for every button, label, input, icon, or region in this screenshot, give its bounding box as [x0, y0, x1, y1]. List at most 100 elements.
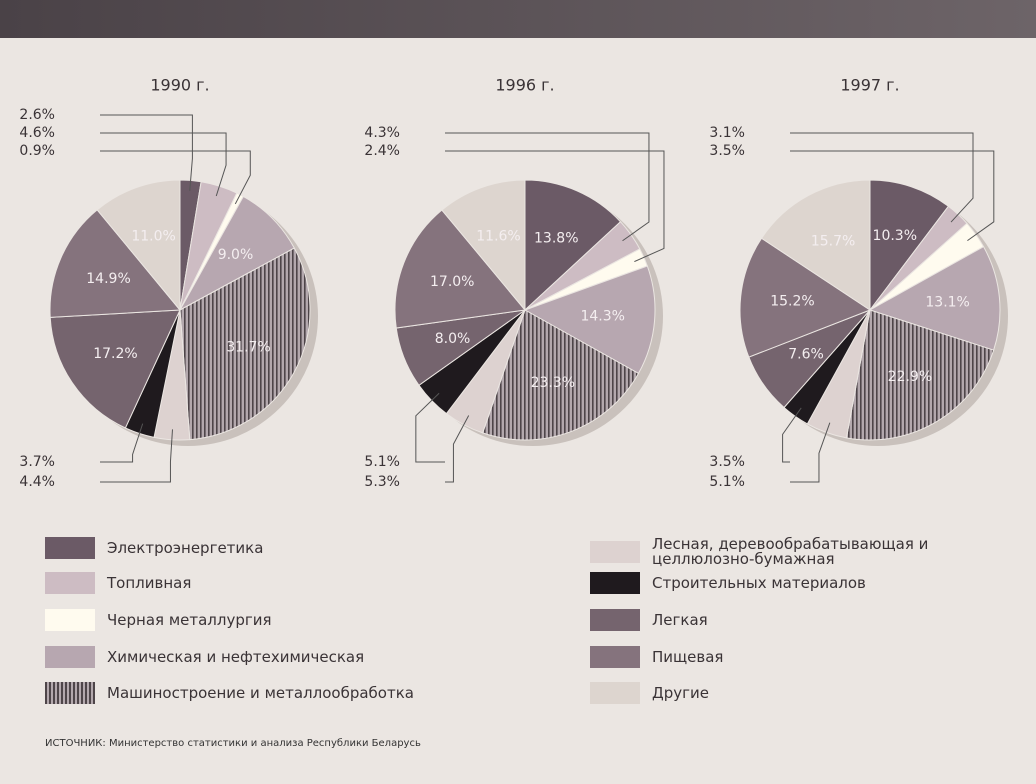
- leader-line: [100, 429, 173, 483]
- swatch-fill: [45, 609, 95, 631]
- pie-slice: [49, 309, 181, 429]
- hatch-stripe: [59, 682, 61, 704]
- pie-slice: [49, 209, 182, 318]
- slice-label: 5.3%: [364, 474, 400, 490]
- legend-label: Электроэнергетика: [107, 538, 264, 557]
- legend-label: Топливная: [107, 573, 192, 592]
- legend-label: Химическая и нефтехимическая: [107, 647, 365, 666]
- legend-item: Топливная: [45, 572, 487, 594]
- leader-line: [790, 150, 995, 242]
- hatch-stripe: [67, 682, 69, 704]
- pie-slice: [96, 179, 181, 312]
- slice-label: 3.1%: [709, 125, 745, 141]
- hatch-stripe: [75, 682, 77, 704]
- legend-item: Строительных материалов: [590, 572, 962, 594]
- swatch-fill: [590, 609, 640, 631]
- hatch-stripe: [83, 682, 85, 704]
- pie-title: 1990 г.: [150, 76, 209, 95]
- slice-label: 14.3%: [580, 308, 624, 324]
- slice-label: 5.1%: [709, 474, 745, 490]
- slice-label: 5.1%: [364, 454, 400, 470]
- slice-label: 11.0%: [131, 229, 175, 245]
- leader-line: [782, 407, 802, 463]
- legend-swatch: [45, 572, 95, 594]
- leader-line: [100, 150, 251, 205]
- pie-slice: [179, 247, 311, 441]
- slice-label: 15.7%: [811, 233, 855, 249]
- pie-slice: [739, 237, 872, 358]
- slice-label: 4.6%: [19, 125, 55, 141]
- slice-label: 11.6%: [476, 229, 520, 245]
- pie-slice: [441, 179, 526, 312]
- legend-swatch: [590, 572, 640, 594]
- legend-swatch: [45, 646, 95, 668]
- leader-line: [790, 422, 831, 483]
- legend-item: Лесная, деревообрабатывающая и целлюлозн…: [590, 537, 962, 567]
- slice-label: 13.1%: [925, 294, 969, 310]
- legend-item: Электроэнергетика: [45, 537, 487, 559]
- slice-label: 4.3%: [364, 125, 400, 141]
- slice-label: 4.4%: [19, 474, 55, 490]
- slice-label: 23.3%: [531, 375, 575, 391]
- slice-label: 2.6%: [19, 107, 55, 123]
- swatch-fill: [590, 572, 640, 594]
- leader-line: [445, 150, 665, 263]
- legend-swatch: [590, 682, 640, 704]
- slice-label: 31.7%: [226, 339, 270, 355]
- hatch-stripe: [63, 682, 65, 704]
- pie-slice: [868, 245, 1001, 351]
- slice-label: 2.4%: [364, 143, 400, 159]
- slice-label: 17.0%: [430, 274, 474, 290]
- legend-label: Лесная, деревообрабатывающая и целлюлозн…: [652, 535, 929, 568]
- hatch-stripe: [87, 682, 89, 704]
- legend-label: Черная металлургия: [107, 610, 272, 629]
- slice-label: 17.2%: [93, 346, 137, 362]
- legend-item: Химическая и нефтехимическая: [45, 646, 487, 668]
- pie-slice: [869, 179, 950, 312]
- legend-label: Машиностроение и металлообработка: [107, 683, 414, 702]
- pie-slice: [523, 265, 656, 375]
- pie-slice: [845, 309, 995, 441]
- swatch-fill: [590, 541, 640, 563]
- legend-label: Строительных материалов: [652, 573, 866, 592]
- legend-swatch: [590, 646, 640, 668]
- swatch-fill: [45, 682, 95, 704]
- leader-line: [100, 423, 144, 463]
- swatch-fill: [45, 646, 95, 668]
- hatch-stripe: [51, 682, 53, 704]
- pie-slice: [482, 309, 640, 441]
- swatch-fill: [590, 646, 640, 668]
- legend-label: Другие: [652, 683, 709, 702]
- leader-line: [445, 415, 470, 483]
- swatch-fill: [45, 537, 95, 559]
- legend-item: Черная металлургия: [45, 609, 487, 631]
- swatch-fill: [590, 682, 640, 704]
- swatch-fill: [45, 572, 95, 594]
- slice-label: 0.9%: [19, 143, 55, 159]
- hatch-stripe: [91, 682, 93, 704]
- legend-item: Легкая: [590, 609, 962, 631]
- slice-label: 14.9%: [86, 271, 130, 287]
- pie-slice: [394, 209, 526, 329]
- legend-item: Другие: [590, 682, 962, 704]
- hatch-stripe: [71, 682, 73, 704]
- leader-line: [445, 132, 650, 242]
- legend-item: Пищевая: [590, 646, 962, 668]
- leader-line: [100, 132, 227, 197]
- header-band: [0, 0, 1036, 38]
- slice-label: 3.7%: [19, 454, 55, 470]
- legend-label: Пищевая: [652, 647, 724, 666]
- legend-swatch: [45, 537, 95, 559]
- legend-swatch: [45, 609, 95, 631]
- legend-swatch: [45, 682, 95, 704]
- slice-label: 9.0%: [218, 247, 254, 263]
- slice-label: 7.6%: [788, 347, 824, 363]
- pie-title: 1996 г.: [495, 76, 554, 95]
- legend-swatch: [590, 541, 640, 563]
- legend-label: Легкая: [652, 610, 708, 629]
- slice-label: 3.5%: [709, 143, 745, 159]
- source: ИСТОЧНИК: Министерство статистики и анал…: [45, 738, 421, 749]
- slice-label: 3.5%: [709, 454, 745, 470]
